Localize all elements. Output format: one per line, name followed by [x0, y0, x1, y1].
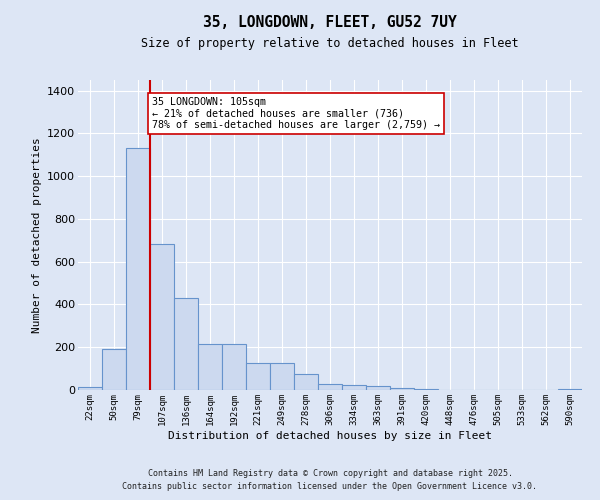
- Bar: [102, 350, 126, 390]
- Bar: [390, 388, 414, 390]
- Y-axis label: Number of detached properties: Number of detached properties: [32, 137, 41, 333]
- Text: 35 LONGDOWN: 105sqm
← 21% of detached houses are smaller (736)
78% of semi-detac: 35 LONGDOWN: 105sqm ← 21% of detached ho…: [152, 97, 440, 130]
- Text: Size of property relative to detached houses in Fleet: Size of property relative to detached ho…: [141, 38, 519, 51]
- Bar: [126, 148, 150, 390]
- Text: 35, LONGDOWN, FLEET, GU52 7UY: 35, LONGDOWN, FLEET, GU52 7UY: [203, 15, 457, 30]
- Bar: [342, 386, 366, 390]
- Bar: [222, 344, 246, 390]
- Bar: [366, 386, 390, 390]
- Bar: [150, 244, 174, 390]
- Bar: [78, 387, 102, 390]
- Bar: [558, 388, 582, 390]
- X-axis label: Distribution of detached houses by size in Fleet: Distribution of detached houses by size …: [168, 430, 492, 440]
- Bar: [270, 362, 294, 390]
- Bar: [414, 388, 438, 390]
- Bar: [318, 384, 342, 390]
- Bar: [174, 298, 198, 390]
- Text: Contains public sector information licensed under the Open Government Licence v3: Contains public sector information licen…: [122, 482, 538, 491]
- Bar: [246, 362, 270, 390]
- Text: Contains HM Land Registry data © Crown copyright and database right 2025.: Contains HM Land Registry data © Crown c…: [148, 468, 512, 477]
- Bar: [198, 344, 222, 390]
- Bar: [294, 374, 318, 390]
